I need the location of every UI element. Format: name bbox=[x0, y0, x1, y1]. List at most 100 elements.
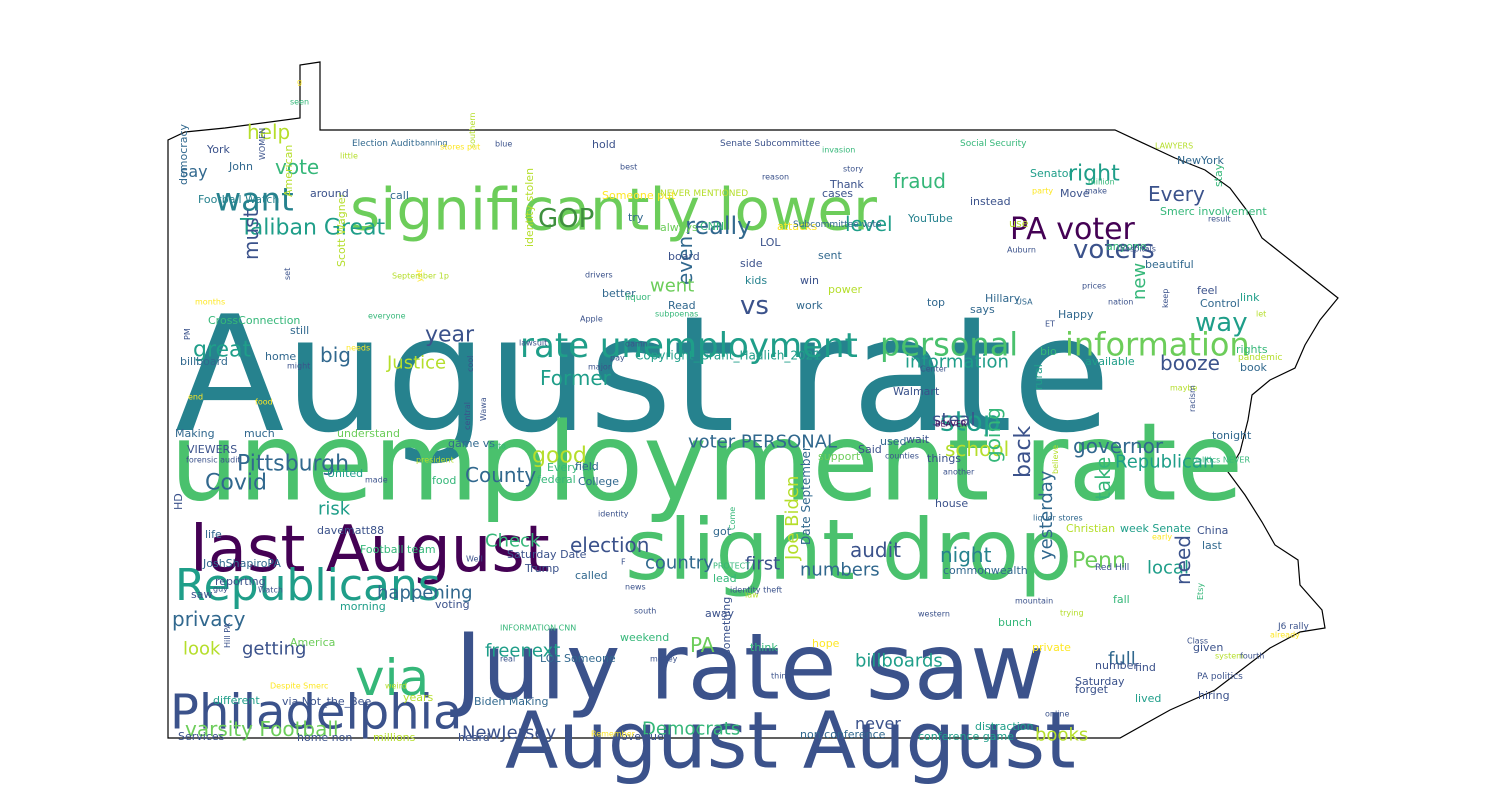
cloud-word: Someone put bbox=[602, 189, 676, 202]
cloud-word: board bbox=[668, 250, 700, 263]
cloud-word: need bbox=[1171, 535, 1195, 585]
cloud-word: rights bbox=[1236, 343, 1268, 356]
cloud-word: hiring bbox=[1198, 689, 1230, 702]
cloud-word: LOL bbox=[760, 236, 781, 249]
cloud-word: politics NEVER bbox=[1192, 455, 1250, 464]
cloud-word: vote bbox=[275, 155, 319, 179]
cloud-word: books bbox=[1035, 724, 1088, 745]
cloud-word: China bbox=[1197, 524, 1228, 537]
cloud-word: first bbox=[745, 553, 780, 574]
cloud-word: online bbox=[1045, 709, 1069, 718]
cloud-word: say bbox=[180, 162, 208, 181]
cloud-word: counties bbox=[885, 451, 919, 460]
cloud-word: local bbox=[1147, 557, 1189, 578]
cloud-word: Smerc involvement bbox=[1160, 205, 1267, 218]
cloud-word: election bbox=[570, 533, 649, 557]
cloud-word: went bbox=[650, 275, 694, 296]
cloud-word: Copyright_Grant_Hadlich_2021 bbox=[635, 349, 821, 363]
cloud-word: south bbox=[634, 606, 656, 615]
cloud-word: liquor bbox=[625, 293, 651, 303]
cloud-word: great bbox=[193, 338, 252, 363]
cloud-word: numbers bbox=[800, 559, 880, 580]
cloud-word: given bbox=[1193, 641, 1223, 654]
cloud-word: million bbox=[1088, 177, 1115, 186]
cloud-word: everyone bbox=[368, 311, 406, 320]
cloud-word: kids bbox=[745, 274, 767, 287]
cloud-word: via bbox=[355, 649, 429, 707]
cloud-word: Well bbox=[466, 554, 483, 563]
cloud-word: week Senate bbox=[1120, 522, 1191, 535]
cloud-word: Scott Wagner bbox=[335, 192, 348, 267]
cloud-word: going bbox=[981, 407, 1005, 463]
cloud-word: Remember bbox=[591, 729, 636, 738]
cloud-word: PA politics bbox=[1197, 672, 1243, 682]
cloud-word: prices bbox=[1082, 281, 1106, 290]
cloud-word: Social Security bbox=[960, 139, 1027, 149]
cloud-word: take bbox=[1091, 457, 1115, 500]
cloud-word: Watch bbox=[258, 585, 283, 594]
cloud-word: Check bbox=[485, 530, 541, 551]
cloud-word: Subcommittee vote bbox=[793, 220, 882, 230]
cloud-word: privacy bbox=[172, 607, 246, 631]
cloud-word: Democrats bbox=[642, 718, 740, 739]
cloud-word: voting bbox=[435, 598, 470, 611]
cloud-word: full bbox=[1108, 648, 1136, 669]
cloud-word: rate unemployment bbox=[520, 326, 858, 366]
cloud-word: BEAVER bbox=[935, 419, 967, 428]
cloud-word: millions bbox=[373, 731, 416, 744]
cloud-word: stop bbox=[940, 404, 1000, 437]
cloud-word: non conference bbox=[800, 728, 886, 741]
cloud-word: called bbox=[575, 569, 608, 582]
cloud-word: Hill PA bbox=[223, 622, 232, 648]
cloud-word: money bbox=[650, 654, 678, 663]
cloud-word: something bbox=[720, 597, 733, 655]
cloud-word: America bbox=[290, 636, 335, 649]
cloud-word: Biden Making bbox=[474, 695, 548, 708]
cloud-word: available bbox=[1085, 355, 1135, 368]
cloud-word: private bbox=[1032, 641, 1071, 654]
cloud-word: years bbox=[403, 691, 434, 704]
cloud-word: hospitals bbox=[1120, 244, 1156, 253]
cloud-word: Happy bbox=[1058, 308, 1094, 321]
cloud-word: WOMEN bbox=[258, 128, 267, 160]
cloud-word: lawsuit bbox=[519, 338, 547, 347]
cloud-word: Justice bbox=[386, 352, 446, 373]
cloud-word: Every bbox=[1148, 182, 1205, 206]
cloud-word: August August bbox=[505, 696, 1076, 786]
cloud-word: pandemic bbox=[1238, 353, 1282, 363]
cloud-word: cool bbox=[466, 356, 475, 372]
cloud-word: southern bbox=[468, 113, 477, 148]
cloud-word: weird bbox=[385, 681, 407, 690]
cloud-word: used bbox=[880, 435, 906, 448]
cloud-word: Christian bbox=[1066, 522, 1115, 535]
cloud-word: help bbox=[247, 120, 290, 144]
cloud-word: much bbox=[244, 427, 275, 440]
cloud-word: significantly lower bbox=[350, 175, 877, 243]
cloud-word: Football Watch bbox=[198, 193, 279, 206]
cloud-word: damn bbox=[625, 339, 648, 348]
cloud-word: F bbox=[621, 557, 626, 566]
cloud-word: months bbox=[195, 297, 225, 306]
cloud-word: side bbox=[740, 257, 763, 270]
cloud-word: booze bbox=[1160, 351, 1220, 375]
cloud-word: try bbox=[628, 211, 644, 224]
cloud-word: food bbox=[255, 397, 273, 406]
cloud-word: book bbox=[1240, 361, 1267, 374]
cloud-word: College bbox=[578, 475, 619, 488]
cloud-word: different bbox=[213, 694, 260, 707]
cloud-word: audit bbox=[850, 538, 901, 562]
cloud-word: hold bbox=[592, 138, 616, 151]
cloud-word: make bbox=[1085, 186, 1107, 195]
cloud-word: Center bbox=[920, 364, 948, 373]
cloud-word: things bbox=[927, 452, 961, 465]
cloud-word: NEVER MENTIONED bbox=[660, 189, 748, 199]
cloud-word: way bbox=[1195, 308, 1248, 338]
cloud-word: year bbox=[425, 323, 475, 348]
cloud-word: story bbox=[843, 164, 863, 173]
cloud-word: find bbox=[1135, 661, 1156, 674]
cloud-word: game vs bbox=[448, 437, 495, 450]
cloud-word: steal bbox=[932, 409, 976, 430]
cloud-word: Pittsburgh bbox=[237, 452, 349, 477]
cloud-word: away bbox=[705, 607, 734, 620]
cloud-word: yet bbox=[415, 269, 424, 282]
